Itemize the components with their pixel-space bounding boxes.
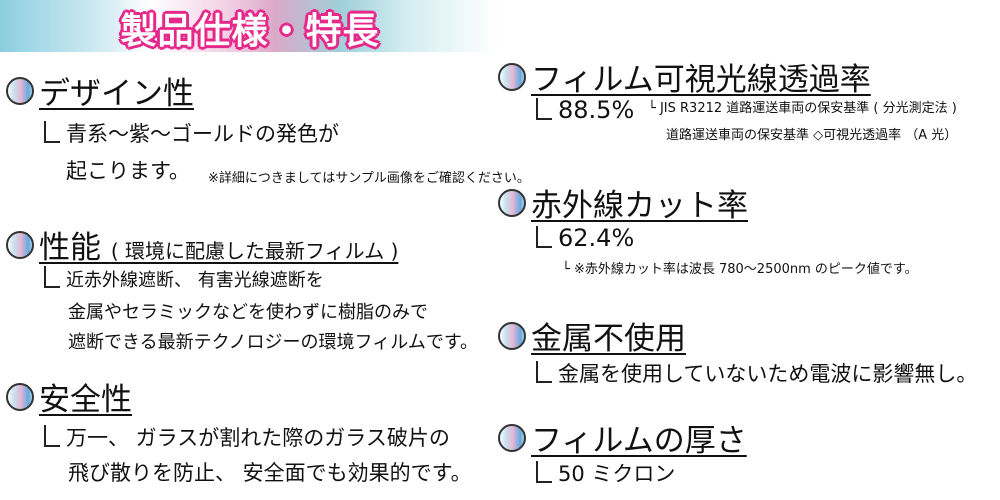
gradient-circle-bullet-icon [6,230,34,259]
section-performance-heading: 性能 ( 環境に配慮した最新フィルム ) [6,222,398,267]
infrared-value-text: 62.4% [558,224,635,252]
design-text-1: 青系～紫～ゴールドの発色が [66,122,339,146]
design-text-2: 起こります。 [66,159,190,183]
infrared-value: 62.4% [536,224,634,252]
performance-line-3: 遮断できる最新テクノロジーの環境フィルムです。 [68,332,479,353]
title-banner: 製品仕様・特長 [0,0,500,52]
thickness-value-text: 50 ミクロン [558,462,676,486]
page-title: 製品仕様・特長 [120,11,380,52]
visible-note-1: └ JIS R3212 道路運送車両の保安基準 ( 分光測定法 ) [648,101,957,116]
performance-subtitle: ( 環境に配慮した最新フィルム ) [110,239,399,263]
design-line-2: 起こります。 [66,155,190,185]
section-safety-heading: 安全性 [6,374,132,419]
gradient-circle-bullet-icon [498,188,526,217]
visible-title: フィルム可視光線透過率 [531,62,871,98]
infrared-title: 赤外線カット率 [531,188,748,224]
performance-text-1: 近赤外線遮断、 有害光線遮断を [66,270,324,291]
gradient-circle-bullet-icon [498,423,526,452]
design-note: ※詳細につきましてはサンプル画像をご確認ください。 [208,171,530,186]
performance-line-1: 近赤外線遮断、 有害光線遮断を [44,266,324,292]
section-design-heading: デザイン性 [6,68,194,113]
performance-line-2: 金属やセラミックなどを使わずに樹脂のみで [68,302,428,323]
section-infrared-heading: 赤外線カット率 [498,180,748,225]
visible-note-1-text: JIS R3212 道路運送車両の保安基準 ( 分光測定法 ) [659,101,957,116]
section-visible-heading: フィルム可視光線透過率 [498,54,871,99]
corner-bracket-icon [536,461,552,483]
metal-line-text: 金属を使用していないため電波に影響無し。 [558,362,978,386]
metal-line: 金属を使用していないため電波に影響無し。 [536,358,977,388]
corner-bracket-icon [44,425,60,447]
infrared-note-text: ※赤外線カット率は波長 780～2500nm のピーク値です。 [573,262,918,277]
visible-note-2: 道路運送車両の保安基準 ◇可視光透過率 （A 光） [666,128,958,143]
thickness-value: 50 ミクロン [536,458,675,488]
visible-value: 88.5% [536,96,634,124]
thickness-title: フィルムの厚さ [531,423,747,459]
performance-title-text: 性能 [39,230,101,266]
corner-bracket-icon [536,361,552,383]
design-line-1: 青系～紫～ゴールドの発色が [44,118,339,148]
gradient-circle-bullet-icon [6,76,34,105]
safety-line-2: 飛び散りを防止、 安全面でも効果的です。 [68,461,472,485]
visible-value-text: 88.5% [558,96,635,124]
section-thickness-heading: フィルムの厚さ [498,415,747,460]
performance-title: 性能 ( 環境に配慮した最新フィルム ) [39,222,398,267]
metal-title: 金属不使用 [531,321,686,357]
corner-bracket-icon [44,266,60,288]
safety-line-1: 万一、 ガラスが割れた際のガラス破片の [44,422,450,452]
design-title: デザイン性 [39,76,194,112]
gradient-circle-bullet-icon [498,62,526,91]
section-metal-heading: 金属不使用 [498,313,686,358]
corner-bracket-icon [44,121,60,143]
safety-title: 安全性 [39,382,132,418]
gradient-circle-bullet-icon [6,382,34,411]
corner-bracket-icon [536,98,552,120]
safety-text-1: 万一、 ガラスが割れた際のガラス破片の [66,426,450,450]
gradient-circle-bullet-icon [498,321,526,350]
infrared-note: └ ※赤外線カット率は波長 780～2500nm のピーク値です。 [562,262,918,277]
corner-bracket-icon [536,226,552,248]
